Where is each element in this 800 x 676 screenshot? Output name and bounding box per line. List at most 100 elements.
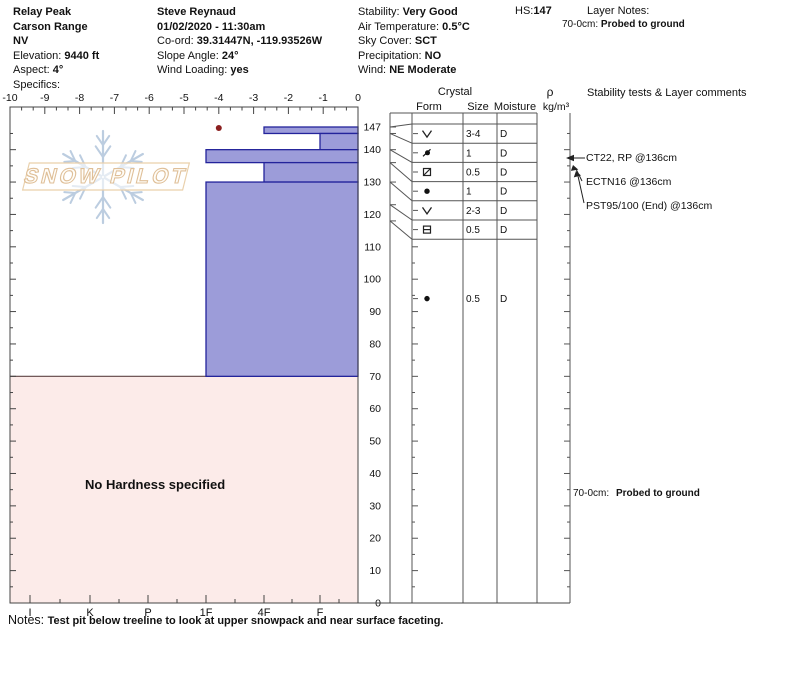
depth-tick-label: 130 (363, 177, 381, 189)
hs-value: 147 (533, 5, 552, 17)
elevation-label: Elevation: (13, 49, 65, 62)
coord-label: Co-ord: (157, 35, 197, 47)
hardness-tick-label: I (28, 607, 31, 619)
temp-tick-label: -5 (179, 92, 188, 104)
coord-line: Co-ord: 39.31447N, -119.93526W (157, 34, 322, 49)
hardness-tick-label: 4F (258, 607, 271, 619)
snowflake-icon (95, 208, 104, 220)
moisture-value: D (500, 294, 507, 305)
stability-value: Very Good (402, 6, 458, 18)
no-hardness-label: No Hardness specified (85, 477, 225, 492)
air-temp-line: Air Temperature: 0.5°C (358, 20, 470, 35)
snowflake-icon (69, 150, 77, 162)
moisture-value: D (500, 129, 507, 140)
wind-loading-line: Wind Loading: yes (157, 63, 322, 78)
crystal-header: Crystal (438, 86, 472, 98)
stability-test-arrow (577, 175, 585, 204)
square-slash-grain-icon (423, 168, 431, 176)
stability-label: Stability: (358, 6, 403, 18)
temp-tick-label: -8 (75, 92, 84, 104)
pit-datetime: 01/02/2020 - 11:30am (157, 20, 266, 33)
stability-test-arrowhead (573, 171, 581, 178)
moisture-value: D (500, 225, 507, 236)
aspect-line: Aspect: 4° (13, 63, 99, 78)
elevation-value: 9440 ft (64, 49, 100, 62)
aspect-label: Aspect: (13, 64, 53, 76)
grain-size-value: 2-3 (466, 206, 481, 217)
temp-tick-label: -4 (214, 92, 223, 104)
snowflake-icon (102, 145, 112, 158)
density-header: ρ (547, 85, 554, 99)
total-snow-height: HS:147 (515, 5, 552, 17)
conditions-block: Stability: Very Good Air Temperature: 0.… (358, 5, 470, 78)
hs-label: HS: (515, 5, 534, 17)
depth-tick-label: 70 (369, 371, 381, 383)
hardness-tick-label: 1F (200, 607, 213, 619)
pit-notes: Notes: Test pit below treeline to look a… (8, 611, 444, 629)
hardness-tick-label: K (86, 607, 94, 619)
hardness-tick-label: P (144, 607, 151, 619)
stability-header: Stability tests & Layer comments (587, 87, 747, 99)
site-range: Carson Range (13, 20, 88, 33)
snowflake-icon (129, 191, 143, 194)
wind-loading-value: yes (230, 64, 249, 76)
stability-test-arrowhead (570, 165, 579, 171)
snowflake-icon (129, 192, 137, 204)
depth-tick-label: 90 (369, 306, 381, 318)
wind-line: Wind: NE Moderate (358, 63, 470, 78)
temp-tick-label: -7 (110, 92, 119, 104)
grain-size-value: 1 (466, 148, 472, 159)
layer-notes-heading: Layer Notes: (587, 5, 650, 17)
watermark-slab (21, 162, 191, 191)
v-grain-icon (421, 207, 433, 216)
form-header: Form (416, 101, 442, 113)
no-hardness-region (10, 376, 358, 603)
layer-connector (389, 123, 413, 128)
layer-connector (389, 162, 413, 182)
snowflake-icon (102, 196, 112, 209)
sky-cover-label: Sky Cover: (358, 35, 415, 47)
precip-line: Precipitation: NO (358, 49, 470, 64)
temp-tick-label: -10 (2, 92, 17, 104)
depth-tick-label: 147 (363, 122, 381, 134)
location-block: Relay Peak Carson Range NV Elevation: 94… (13, 5, 99, 92)
snowflake-icon (94, 196, 104, 209)
specifics-label: Specifics: (13, 78, 61, 91)
layer-bar (205, 149, 359, 164)
depth-tick-label: 40 (369, 468, 381, 480)
precip-label: Precipitation: (358, 49, 425, 62)
square-slash-grain-icon (422, 167, 432, 177)
layer-note-text: Probed to ground (600, 19, 685, 30)
site-name: Relay Peak (13, 6, 72, 18)
grain-size-value: 0.5 (466, 294, 480, 305)
depth-tick-label: 20 (369, 533, 381, 545)
wind-loading-label: Wind Loading: (157, 64, 231, 76)
air-temp-label: Air Temperature: (358, 20, 443, 33)
grain-size-value: 0.5 (466, 168, 480, 179)
wind-value: NE Moderate (389, 64, 457, 76)
temp-tick-label: -3 (249, 92, 258, 104)
stability-test-label: PST95/100 (End) @136cm (586, 200, 712, 212)
temp-tick-label: -2 (284, 92, 293, 104)
stability-test-label: CT22, RP @136cm (586, 152, 677, 164)
depth-tick-label: 30 (369, 500, 381, 512)
temp-tick-label: -1 (319, 92, 328, 104)
aspect-value: 4° (52, 64, 64, 76)
snowflake-icon (63, 160, 77, 163)
dot-grain-icon (424, 295, 430, 302)
depth-tick-label: 50 (369, 436, 381, 448)
snowflake-icon (129, 150, 137, 162)
depth-tick-label: 80 (369, 338, 381, 350)
snowflake-icon (102, 134, 111, 146)
depth-tick-label: 100 (363, 274, 381, 286)
air-temp-value: 0.5°C (442, 20, 470, 33)
snowflake-icon (94, 145, 104, 158)
specifics-line: Specifics: (13, 78, 99, 93)
layer-connector (389, 149, 413, 163)
size-header: Size (467, 101, 488, 113)
stability-line: Stability: Very Good (358, 5, 470, 20)
watermark-text: SNOW PILOT (22, 164, 191, 188)
moisture-value: D (500, 187, 507, 198)
layer-connector (389, 133, 413, 144)
